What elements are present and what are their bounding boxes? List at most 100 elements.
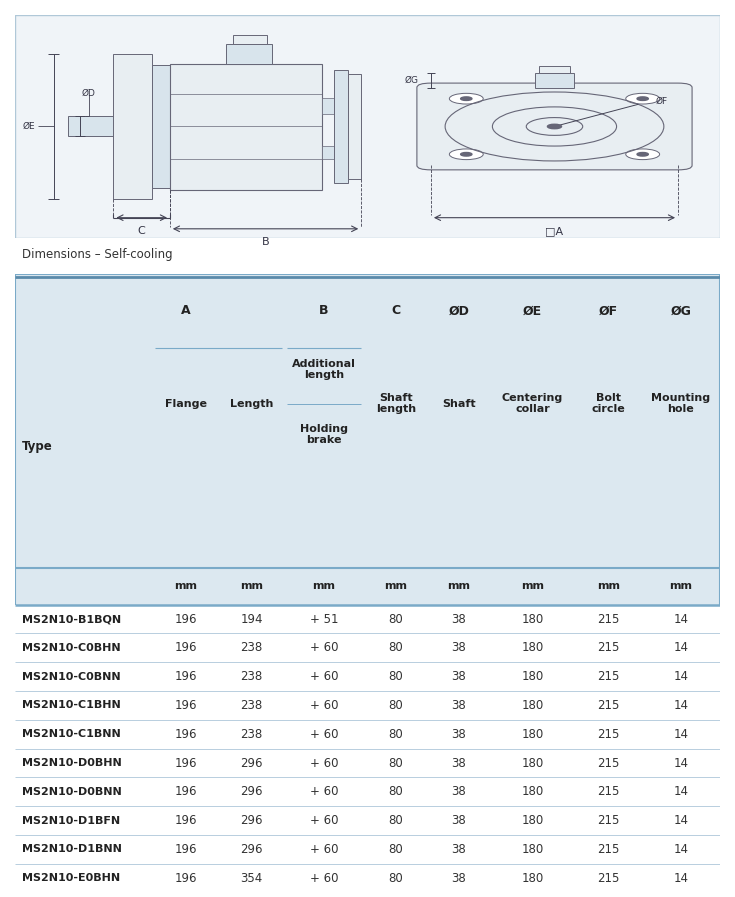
Text: 238: 238 <box>240 641 262 655</box>
Text: 80: 80 <box>389 785 404 798</box>
Bar <box>15 749 720 778</box>
Text: + 60: + 60 <box>309 785 338 798</box>
Text: 238: 238 <box>240 699 262 712</box>
Text: + 60: + 60 <box>309 727 338 741</box>
Bar <box>170 65 322 190</box>
Text: Flange: Flange <box>165 398 207 408</box>
Text: 196: 196 <box>174 872 197 884</box>
Text: 14: 14 <box>673 843 689 856</box>
Bar <box>15 691 720 719</box>
Text: C: C <box>392 304 401 318</box>
Text: 14: 14 <box>673 756 689 770</box>
Text: Mounting
hole: Mounting hole <box>651 393 711 414</box>
Bar <box>226 44 272 65</box>
Text: 80: 80 <box>389 814 404 827</box>
Text: MS2N10-D0BNN: MS2N10-D0BNN <box>22 787 121 797</box>
Text: 296: 296 <box>240 756 262 770</box>
Bar <box>15 719 720 749</box>
Text: mm: mm <box>598 581 620 591</box>
Text: + 60: + 60 <box>309 756 338 770</box>
Bar <box>535 73 574 88</box>
Text: 354: 354 <box>240 872 262 884</box>
Circle shape <box>625 93 659 104</box>
Text: 194: 194 <box>240 613 262 625</box>
Text: + 60: + 60 <box>309 641 338 655</box>
Bar <box>15 864 720 893</box>
Circle shape <box>548 125 562 128</box>
Text: 80: 80 <box>389 699 404 712</box>
Text: 180: 180 <box>521 641 544 655</box>
Text: A: A <box>181 304 190 318</box>
Bar <box>539 66 570 73</box>
Text: 180: 180 <box>521 699 544 712</box>
Text: 80: 80 <box>389 843 404 856</box>
Text: MS2N10-C0BHN: MS2N10-C0BHN <box>22 643 121 653</box>
Text: 196: 196 <box>174 670 197 684</box>
Text: 80: 80 <box>389 670 404 684</box>
Text: 38: 38 <box>451 843 467 856</box>
Text: 180: 180 <box>521 814 544 827</box>
Text: 215: 215 <box>598 843 620 856</box>
Text: Shaft
length: Shaft length <box>376 393 416 414</box>
Text: MS2N10-B1BQN: MS2N10-B1BQN <box>22 614 121 624</box>
Circle shape <box>625 149 659 160</box>
Text: Length: Length <box>230 398 273 408</box>
Text: ØG: ØG <box>404 76 418 85</box>
Text: 180: 180 <box>521 872 544 884</box>
Text: 215: 215 <box>598 641 620 655</box>
Text: 14: 14 <box>673 613 689 625</box>
Text: 196: 196 <box>174 727 197 741</box>
Circle shape <box>449 149 483 160</box>
Text: 196: 196 <box>174 843 197 856</box>
Text: 215: 215 <box>598 756 620 770</box>
Text: □A: □A <box>545 226 564 236</box>
Text: 215: 215 <box>598 699 620 712</box>
Text: 196: 196 <box>174 814 197 827</box>
Text: Centering
collar: Centering collar <box>502 393 563 414</box>
Text: 14: 14 <box>673 814 689 827</box>
Text: + 60: + 60 <box>309 814 338 827</box>
Text: mm: mm <box>240 581 263 591</box>
Text: + 60: + 60 <box>309 699 338 712</box>
Text: Shaft: Shaft <box>442 398 476 408</box>
Text: + 51: + 51 <box>309 613 338 625</box>
Circle shape <box>461 152 472 156</box>
Text: 14: 14 <box>673 641 689 655</box>
Circle shape <box>449 93 483 104</box>
Text: + 60: + 60 <box>309 872 338 884</box>
Text: 296: 296 <box>240 785 262 798</box>
Text: 38: 38 <box>451 756 467 770</box>
Text: B: B <box>319 304 329 318</box>
Text: 215: 215 <box>598 785 620 798</box>
Text: 196: 196 <box>174 613 197 625</box>
Bar <box>15 806 720 835</box>
Text: MS2N10-D0BHN: MS2N10-D0BHN <box>22 758 121 768</box>
Text: ØD: ØD <box>448 304 470 318</box>
Text: 38: 38 <box>451 641 467 655</box>
Text: 296: 296 <box>240 814 262 827</box>
Text: MS2N10-E0BHN: MS2N10-E0BHN <box>22 873 120 884</box>
Bar <box>68 117 117 136</box>
Text: ØE: ØE <box>23 122 35 131</box>
Text: 180: 180 <box>521 670 544 684</box>
Text: 14: 14 <box>673 785 689 798</box>
Circle shape <box>461 97 472 100</box>
Text: 196: 196 <box>174 756 197 770</box>
Text: 180: 180 <box>521 785 544 798</box>
Circle shape <box>637 152 648 156</box>
Text: mm: mm <box>312 581 335 591</box>
Text: MS2N10-C1BHN: MS2N10-C1BHN <box>22 701 121 710</box>
Text: 38: 38 <box>451 814 467 827</box>
Text: 180: 180 <box>521 727 544 741</box>
Text: 38: 38 <box>451 727 467 741</box>
Text: mm: mm <box>448 581 470 591</box>
Text: + 60: + 60 <box>309 843 338 856</box>
Text: mm: mm <box>384 581 407 591</box>
Text: 238: 238 <box>240 727 262 741</box>
Text: 215: 215 <box>598 727 620 741</box>
Text: 38: 38 <box>451 872 467 884</box>
Bar <box>113 54 152 199</box>
Text: ØF: ØF <box>656 97 668 106</box>
Bar <box>322 146 334 159</box>
Text: 38: 38 <box>451 785 467 798</box>
